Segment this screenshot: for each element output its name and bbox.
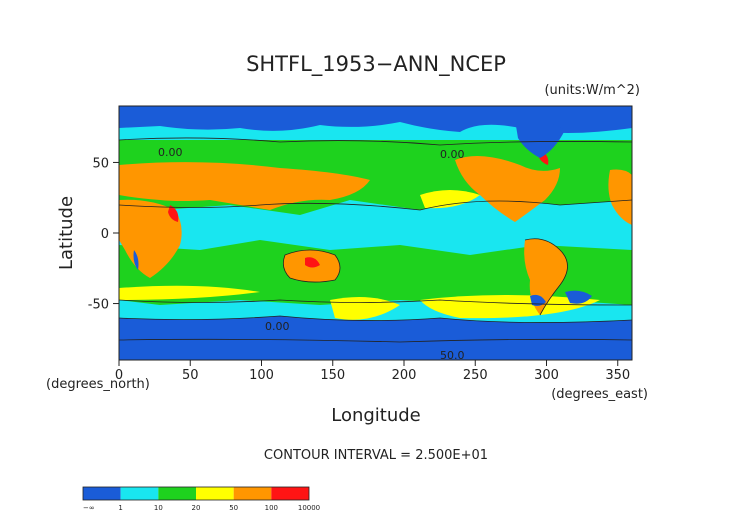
x-tick-label: 250	[463, 368, 488, 383]
land-hot-spot-2	[305, 257, 320, 268]
colorbar-swatch	[271, 487, 309, 500]
map-field	[119, 106, 632, 360]
colorbar-label: 1	[118, 504, 122, 512]
field-arctic	[119, 106, 632, 133]
x-tick-label: 150	[320, 368, 345, 383]
field-blue-spot-2	[530, 294, 546, 306]
colorbar-swatch	[196, 487, 234, 500]
contour-label-3: 0.00	[265, 320, 290, 333]
contour-label-1: 0.00	[158, 146, 183, 159]
y-axis-label: Latitude	[56, 196, 77, 270]
x-tick-label: 350	[605, 368, 630, 383]
colorbar-label: 50	[229, 504, 238, 512]
field-antarctic	[119, 316, 632, 360]
colorbar-swatch	[158, 487, 196, 500]
colorbar-label: 100	[265, 504, 278, 512]
chart-title: SHTFL_1953−ANN_NCEP	[246, 52, 506, 77]
colorbar-frame	[82, 486, 310, 501]
x-tick-label: 100	[249, 368, 274, 383]
land-north-america	[455, 156, 560, 222]
x-unit-label: (degrees_east)	[551, 387, 648, 402]
field-blue-spot-1	[565, 290, 592, 304]
x-axis-label: Longitude	[331, 405, 421, 426]
land-eurasia	[119, 162, 370, 210]
y-tick-label: -50	[88, 298, 109, 313]
y-tick-label: 0	[101, 227, 109, 242]
field-yellow-2	[119, 285, 260, 300]
colorbar-label: 20	[192, 504, 201, 512]
colorbar-label: −∞	[83, 504, 95, 512]
field-greenland	[515, 119, 565, 158]
field-green-south	[119, 240, 632, 305]
contour-lines	[119, 137, 632, 343]
contour-interval: CONTOUR INTERVAL = 2.500E+01	[264, 448, 488, 463]
field-yellow-3	[420, 295, 600, 319]
x-axis: 0 50 100 150 200 250 300 350	[115, 360, 630, 383]
field-yellow-1	[420, 190, 480, 209]
x-tick-label: 200	[392, 368, 417, 383]
colorbar-label: 10000	[298, 504, 320, 512]
colorbar-swatch	[233, 487, 272, 500]
colorbar: −∞ 1 10 20 50 100 10000	[82, 486, 320, 512]
field-blue-spot-3	[133, 250, 139, 270]
land-europe-west	[608, 169, 632, 225]
colorbar-label: 10	[154, 504, 163, 512]
colorbar-swatch	[83, 487, 121, 500]
x-tick-label: 50	[182, 368, 199, 383]
land-hot-spot-1	[168, 205, 179, 222]
y-unit-label: (degrees_north)	[46, 377, 150, 392]
y-tick-label: 50	[92, 156, 109, 171]
contour-label-2: 0.00	[440, 148, 465, 161]
x-tick-label: 300	[534, 368, 559, 383]
x-tick-label: 0	[115, 368, 123, 383]
colorbar-swatch	[120, 487, 159, 500]
contour-label-4: 50.0	[440, 349, 465, 362]
y-axis: -50 0 50	[88, 156, 119, 313]
units-label: (units:W/m^2)	[544, 83, 640, 98]
